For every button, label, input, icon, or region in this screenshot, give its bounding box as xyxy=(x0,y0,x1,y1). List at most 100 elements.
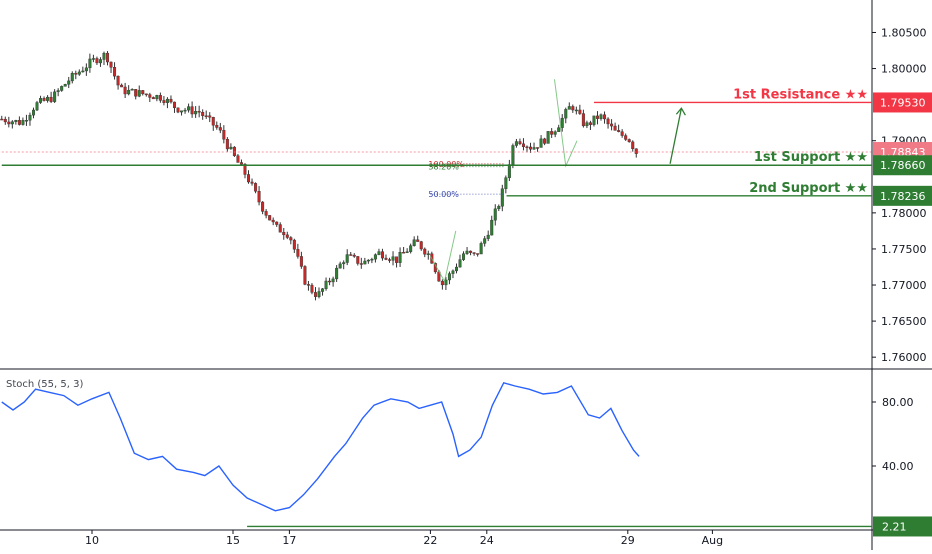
candle xyxy=(74,70,78,80)
projection-arrow xyxy=(669,108,683,164)
candle xyxy=(331,276,335,287)
candle xyxy=(113,62,117,80)
candle xyxy=(176,107,180,114)
price-tick-label: 1.77000 xyxy=(881,279,927,292)
candle-body xyxy=(176,107,180,113)
candle-body xyxy=(588,122,592,125)
candle xyxy=(366,259,370,264)
candle xyxy=(324,277,328,291)
osc-tag-bg xyxy=(873,516,932,537)
time-tick-label: 22 xyxy=(423,534,437,547)
candle xyxy=(595,111,599,125)
candle-body xyxy=(264,211,268,216)
price-tag-support2[interactable]: 1.78236 xyxy=(873,185,932,206)
candle xyxy=(405,248,409,254)
candle xyxy=(567,102,571,110)
candle-body xyxy=(426,253,430,255)
level-label-support1: 1st Support ★★ xyxy=(754,150,868,165)
candle xyxy=(518,138,522,146)
candle xyxy=(462,251,466,261)
candle-body xyxy=(465,250,469,254)
candle xyxy=(271,217,275,226)
candle-body xyxy=(624,135,628,140)
candle-body xyxy=(39,98,43,103)
candle xyxy=(328,277,332,286)
candle xyxy=(532,142,536,150)
candle xyxy=(529,142,533,153)
candle-body xyxy=(116,75,120,86)
candle-body xyxy=(268,215,272,221)
candle xyxy=(268,215,272,221)
candle-body xyxy=(476,253,480,255)
candle-body xyxy=(567,106,571,110)
candle xyxy=(225,137,229,152)
candle xyxy=(479,241,483,255)
candle-body xyxy=(592,115,596,125)
candle xyxy=(493,204,497,226)
candle-body xyxy=(197,111,201,113)
candle-body xyxy=(218,127,222,131)
candle-body xyxy=(134,89,138,97)
candle xyxy=(550,128,554,138)
candle xyxy=(511,143,515,169)
oscillator-pane[interactable]: Stoch (55, 5, 3) xyxy=(1,379,872,528)
candle xyxy=(17,116,21,126)
candle-body xyxy=(511,145,515,165)
candle-body xyxy=(440,280,444,286)
candle-body xyxy=(451,270,455,274)
candle-body xyxy=(289,237,293,241)
candle-body xyxy=(42,98,46,101)
osc-value-tag[interactable]: 2.21 xyxy=(873,516,932,537)
candle xyxy=(211,116,215,131)
candle-body xyxy=(106,52,110,63)
candle-body xyxy=(285,234,289,238)
time-tick-label: 15 xyxy=(226,534,240,547)
candle-body xyxy=(7,121,11,125)
axes[interactable]: 1.805001.800001.790001.780001.775001.770… xyxy=(85,26,932,547)
candle xyxy=(67,76,71,89)
candle xyxy=(356,256,360,266)
candle-body xyxy=(303,266,307,285)
candle-body xyxy=(391,256,395,261)
candle-body xyxy=(546,131,550,144)
candle xyxy=(197,105,201,118)
candle xyxy=(299,251,303,269)
candle xyxy=(88,53,92,73)
candle xyxy=(239,159,243,165)
candle-body xyxy=(141,90,145,95)
candle-body xyxy=(603,114,607,120)
candle-body xyxy=(599,114,603,119)
candle-body xyxy=(35,102,39,111)
candle xyxy=(289,236,293,245)
candle xyxy=(261,201,265,215)
candle-body xyxy=(211,117,215,126)
candle xyxy=(148,92,152,102)
candle-body xyxy=(172,101,176,109)
price-tag-support1[interactable]: 1.78660 xyxy=(873,155,932,176)
candle xyxy=(21,117,25,126)
candle-body xyxy=(56,90,60,93)
candle xyxy=(123,82,127,99)
candle-body xyxy=(313,292,317,297)
candle xyxy=(106,51,110,66)
candle-body xyxy=(247,174,251,183)
candle-body xyxy=(458,259,462,268)
candle-body xyxy=(349,254,353,256)
candle xyxy=(335,265,339,282)
price-tag-bg xyxy=(873,155,932,176)
fib-label: 50.00% xyxy=(428,190,459,199)
price-pane[interactable] xyxy=(0,51,638,301)
candle xyxy=(187,103,191,113)
candle xyxy=(28,112,32,126)
candle-body xyxy=(113,67,117,77)
candle-body xyxy=(454,266,458,272)
price-tag-resistance[interactable]: 1.79530 xyxy=(873,92,932,113)
candle xyxy=(275,221,279,227)
candle xyxy=(634,148,638,158)
price-tick-label: 1.77500 xyxy=(881,243,927,256)
candle-body xyxy=(296,249,300,257)
candle xyxy=(49,91,53,104)
candle-body xyxy=(225,139,229,150)
